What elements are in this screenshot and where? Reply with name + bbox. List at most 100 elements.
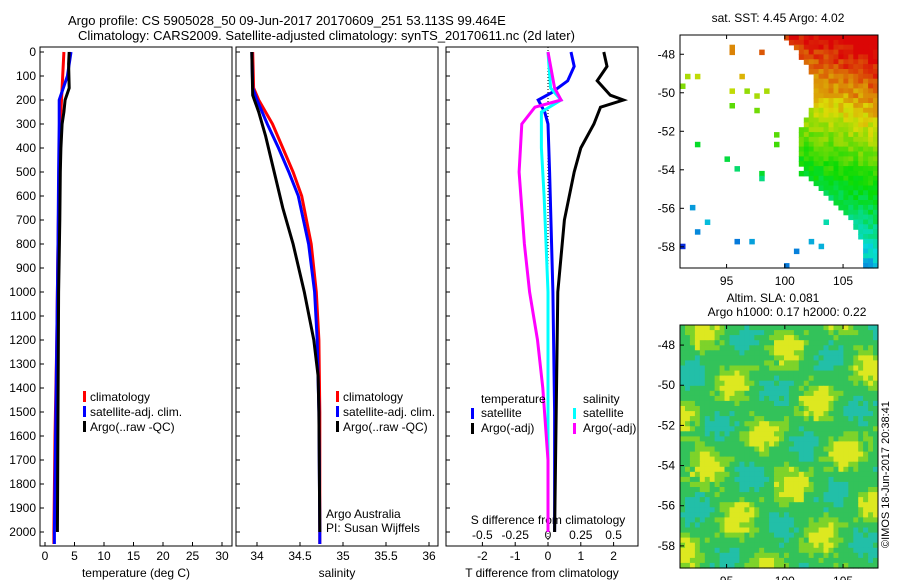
legend-swatch bbox=[83, 421, 86, 432]
map-cell bbox=[873, 552, 879, 559]
map-cell bbox=[838, 416, 844, 422]
map-cell bbox=[873, 180, 879, 187]
map-cell bbox=[868, 557, 874, 564]
map-cell bbox=[848, 204, 854, 211]
map-cell bbox=[754, 360, 760, 367]
map-cell bbox=[823, 542, 829, 549]
map-cell bbox=[803, 395, 810, 402]
map-cell bbox=[719, 325, 726, 331]
map-cell bbox=[699, 436, 706, 443]
map-cell bbox=[813, 421, 820, 427]
map-cell bbox=[764, 502, 770, 508]
map-cell bbox=[709, 451, 716, 458]
map-cell bbox=[714, 461, 721, 468]
map-cell bbox=[779, 385, 785, 392]
map-cell bbox=[853, 127, 859, 133]
map-cell bbox=[779, 421, 785, 427]
map-cell bbox=[868, 88, 874, 94]
map-cell bbox=[818, 406, 825, 412]
map-cell bbox=[798, 146, 805, 153]
map-cell bbox=[853, 98, 859, 104]
map-cell bbox=[858, 507, 864, 513]
map-cell bbox=[808, 487, 815, 493]
map-cell bbox=[685, 537, 691, 544]
map-cell bbox=[779, 476, 785, 483]
map-cell bbox=[788, 400, 795, 407]
map-cell bbox=[838, 461, 844, 468]
map-cell bbox=[694, 421, 701, 427]
map-cell bbox=[858, 93, 864, 99]
map-cell bbox=[744, 375, 750, 382]
map-cell bbox=[729, 466, 735, 473]
map-cell bbox=[823, 385, 829, 392]
map-cell bbox=[694, 481, 701, 488]
map-cell bbox=[729, 542, 735, 549]
map-cell bbox=[704, 330, 711, 336]
map-cell bbox=[704, 416, 711, 422]
map-cell bbox=[848, 456, 854, 463]
map-cell bbox=[779, 502, 785, 508]
map-cell bbox=[808, 481, 815, 488]
map-cell bbox=[699, 406, 706, 412]
y-tick-label: 1500 bbox=[9, 405, 36, 419]
map-cell bbox=[848, 522, 854, 529]
map-cell bbox=[838, 98, 844, 104]
map-cell bbox=[793, 35, 800, 41]
map-cell bbox=[774, 522, 780, 529]
map-cell bbox=[813, 180, 820, 187]
map-cell bbox=[764, 471, 770, 478]
map-cell bbox=[724, 441, 730, 448]
map-cell bbox=[729, 446, 735, 453]
map-cell bbox=[764, 456, 770, 463]
map-cell bbox=[858, 436, 864, 443]
map-cell bbox=[680, 537, 686, 544]
map-cell bbox=[739, 340, 745, 346]
map-cell bbox=[813, 441, 820, 448]
map-cell bbox=[868, 253, 874, 259]
map-cell bbox=[689, 340, 696, 346]
map-cell bbox=[833, 112, 839, 119]
map-cell bbox=[808, 512, 815, 518]
map-cell bbox=[798, 35, 805, 41]
map-cell bbox=[779, 471, 785, 478]
map-cell bbox=[858, 175, 864, 182]
map-cell bbox=[788, 421, 795, 427]
map-cell bbox=[848, 562, 854, 569]
map-cell bbox=[823, 136, 829, 143]
map-cell bbox=[759, 562, 765, 569]
map-cell bbox=[868, 375, 874, 382]
map-cell bbox=[788, 502, 795, 508]
map-cell bbox=[769, 441, 775, 448]
map-cell bbox=[759, 542, 765, 549]
map-cell bbox=[813, 170, 820, 177]
map-cell bbox=[853, 552, 859, 559]
map-cell bbox=[828, 436, 834, 443]
map-cell bbox=[694, 461, 701, 468]
map-cell bbox=[818, 156, 825, 162]
map-cell bbox=[689, 365, 696, 372]
map-cell bbox=[858, 562, 864, 569]
map-cell bbox=[828, 156, 834, 162]
map-cell bbox=[853, 39, 859, 46]
map-cell bbox=[734, 355, 740, 362]
map-cell bbox=[813, 78, 820, 85]
map-cell bbox=[714, 527, 721, 534]
map-cell bbox=[868, 350, 874, 356]
map-cell bbox=[833, 431, 839, 437]
map-cell bbox=[863, 441, 869, 448]
y-tick-label: 1600 bbox=[9, 429, 36, 443]
map-cell bbox=[729, 557, 735, 564]
map-cell bbox=[818, 446, 825, 453]
map-cell bbox=[863, 258, 869, 264]
map-cell bbox=[719, 441, 726, 448]
map-cell bbox=[803, 476, 810, 483]
map-cell bbox=[729, 411, 735, 417]
map-cell bbox=[774, 481, 780, 488]
map-cell bbox=[793, 441, 800, 448]
map-cell bbox=[709, 522, 716, 529]
map-cell bbox=[803, 151, 810, 157]
map-cell bbox=[863, 345, 869, 351]
map-cell bbox=[858, 532, 864, 539]
map-cell bbox=[749, 527, 755, 534]
map-cell bbox=[843, 175, 849, 182]
